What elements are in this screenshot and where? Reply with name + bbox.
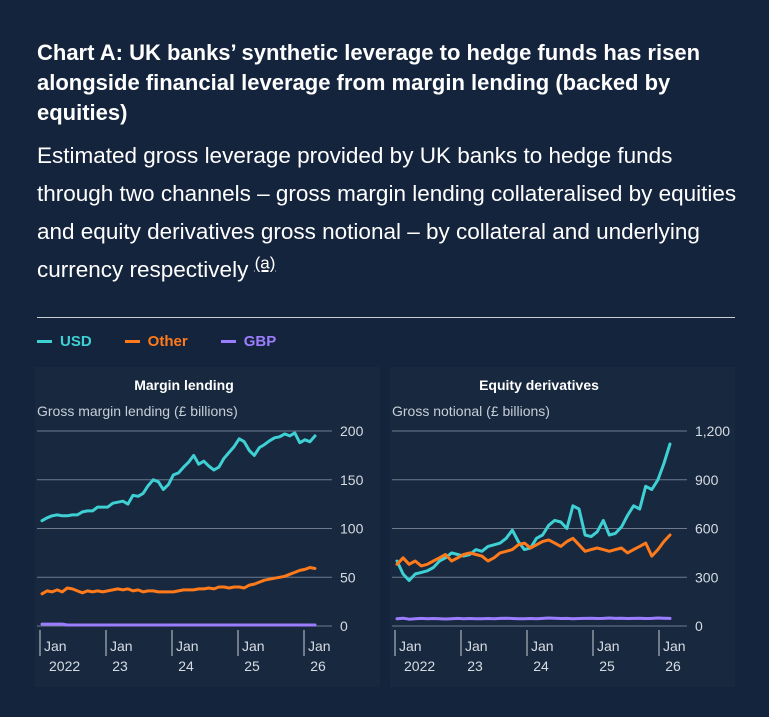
equity-series-gbp-line — [395, 616, 672, 621]
legend-item-other: Other — [124, 333, 188, 350]
margin-x-tick-label-month: Jan — [176, 638, 199, 654]
legend-label-gbp: GBP — [243, 333, 277, 350]
margin-lending-chart: Margin lending Gross margin lending (£ bi… — [37, 377, 364, 674]
margin-series-other-line — [40, 566, 317, 596]
chart-subtitle: Estimated gross leverage provided by UK … — [37, 137, 737, 289]
margin-x-tick-label-year: 26 — [310, 658, 326, 674]
margin-series-gbp-line — [40, 622, 317, 627]
equity-x-tick-label-month: Jan — [531, 638, 554, 654]
equity-y-tick-label: 0 — [695, 618, 703, 634]
equity-y-tick-label: 900 — [695, 472, 719, 488]
equity-x-tick-label-year: 25 — [599, 658, 615, 674]
equity-derivatives-chart: Equity derivatives Gross notional (£ bill… — [392, 377, 730, 674]
equity-y-axis-label: Gross notional (£ billions) — [392, 403, 550, 419]
equity-x-tick-label-year: 23 — [467, 658, 483, 674]
equity-derivatives-panel: Equity derivatives Gross notional (£ bill… — [390, 367, 735, 687]
margin-y-tick-label: 150 — [340, 472, 364, 488]
margin-y-tick-label: 0 — [340, 618, 348, 634]
legend-label-usd: USD — [60, 333, 92, 350]
legend-label-other: Other — [147, 333, 188, 350]
equity-series-other-line — [395, 533, 672, 568]
legend-item-gbp: GBP — [220, 333, 277, 350]
chart-title: Chart A: UK banks’ synthetic leverage to… — [37, 40, 701, 125]
equity-x-tick-label-year: 24 — [533, 658, 549, 674]
margin-lending-panel: Margin lending Gross margin lending (£ bi… — [35, 367, 380, 687]
margin-series-usd-line — [40, 431, 317, 523]
legend-item-usd: USD — [37, 333, 92, 350]
equity-series-usd-line — [395, 442, 672, 582]
legend: USD Other GBP — [37, 333, 276, 350]
margin-x-tick-label-month: Jan — [242, 638, 265, 654]
margin-x-tick-label-month: Jan — [110, 638, 133, 654]
equity-x-tick-label-year: 2022 — [404, 658, 435, 674]
footnote-link[interactable]: (a) — [254, 253, 276, 273]
equity-x-tick-label-month: Jan — [465, 638, 488, 654]
equity-x-tick-label-month: Jan — [597, 638, 620, 654]
margin-x-tick-label-month: Jan — [308, 638, 331, 654]
equity-x-tick-label-month: Jan — [399, 638, 422, 654]
legend-swatch-usd — [37, 340, 52, 343]
margin-x-tick-label-year: 25 — [244, 658, 260, 674]
margin-x-tick-label-year: 23 — [112, 658, 128, 674]
margin-y-tick-label: 200 — [340, 423, 364, 439]
margin-panel-title: Margin lending — [134, 377, 234, 393]
equity-y-tick-label: 300 — [695, 569, 719, 585]
equity-x-tick-label-year: 26 — [665, 658, 681, 674]
margin-x-tick-label-month: Jan — [44, 638, 67, 654]
margin-x-tick-label-year: 2022 — [49, 658, 80, 674]
equity-y-tick-label: 1,200 — [695, 423, 730, 439]
header-divider — [37, 317, 735, 318]
legend-swatch-other — [124, 340, 140, 343]
legend-swatch-gbp — [220, 340, 236, 343]
equity-x-tick-label-month: Jan — [663, 638, 686, 654]
margin-y-tick-label: 50 — [340, 569, 356, 585]
subtitle-text: Estimated gross leverage provided by UK … — [37, 143, 737, 282]
margin-y-axis-label: Gross margin lending (£ billions) — [37, 403, 238, 419]
margin-x-tick-label-year: 24 — [178, 658, 194, 674]
equity-y-tick-label: 600 — [695, 521, 719, 537]
equity-panel-title: Equity derivatives — [479, 377, 599, 393]
margin-y-tick-label: 100 — [340, 521, 364, 537]
